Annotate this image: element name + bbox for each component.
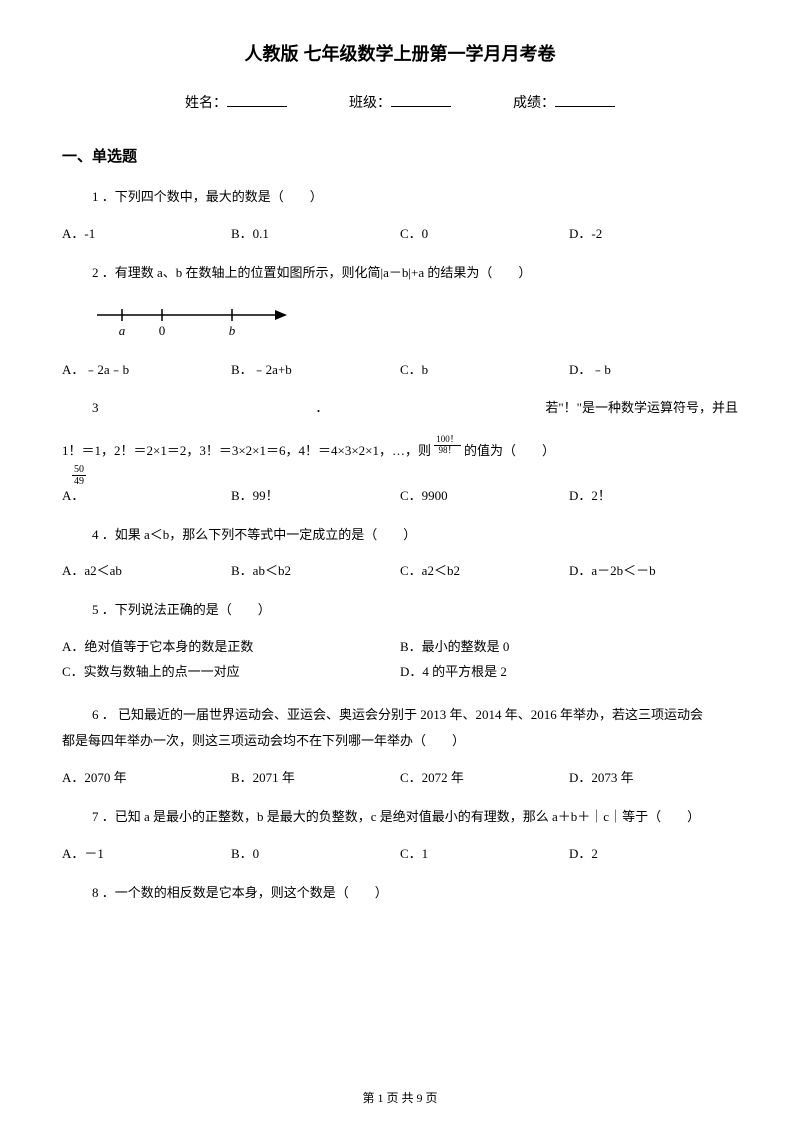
q5-opt-d: D．4 的平方根是 2 [400,662,738,683]
q4-opt-a: A．a2＜ab [62,561,231,582]
exam-title: 人教版 七年级数学上册第一学月月考卷 [62,40,738,69]
q5-text: 5 ．下列说法正确的是（ ） [62,600,738,621]
q2-opt-a: A．﹣2a﹣b [62,360,231,381]
section-1-heading: 一、单选题 [62,145,738,169]
q7-opt-d: D．2 [569,844,738,865]
q2-options: A．﹣2a﹣b B．﹣2a+b C．b D．﹣b [62,360,738,381]
q5-opt-a: A．绝对值等于它本身的数是正数 [62,637,400,658]
q3-tail: 若"！"是一种数学运算符号，并且 [545,398,738,419]
q3-line2-suffix: 的值为（ ） [464,443,555,458]
q4-opt-d: D．a－2b＜－b [569,561,738,582]
q2-opt-b: B．﹣2a+b [231,360,400,381]
q3-num: 3 [92,398,99,419]
class-label: 班级： [349,93,391,115]
q3-dot: ． [315,398,328,419]
q3-opt-a: 50 49 A． [62,486,231,507]
q6-opt-b: B．2071 年 [231,768,400,789]
svg-text:b: b [229,323,236,338]
q7-opt-c: C．1 [400,844,569,865]
svg-text:a: a [119,323,126,338]
q1-opt-b: B．0.1 [231,224,400,245]
q4-options: A．a2＜ab B．ab＜b2 C．a2＜b2 D．a－2b＜－b [62,561,738,582]
q6-opt-d: D．2073 年 [569,768,738,789]
q4-opt-c: C．a2＜b2 [400,561,569,582]
student-info-fields: 姓名： 班级： 成绩： [62,93,738,115]
class-field[interactable] [391,93,451,107]
q2-opt-c: C．b [400,360,569,381]
q3-opt-b: B．99！ [231,486,400,507]
q1-text: 1 ．下列四个数中，最大的数是（ ） [62,187,738,208]
page-footer: 第 1 页 共 9 页 [0,1089,800,1108]
q6-line2: 都是每四年举办一次，则这三项运动会均不在下列哪一年举办（ ） [62,731,738,752]
q7-opt-b: B．0 [231,844,400,865]
q5-options: A．绝对值等于它本身的数是正数 B．最小的整数是 0 C．实数与数轴上的点一一对… [62,637,738,687]
q1-options: A．-1 B．0.1 C．0 D．-2 [62,224,738,245]
q1-opt-a: A．-1 [62,224,231,245]
q6-options: A．2070 年 B．2071 年 C．2072 年 D．2073 年 [62,768,738,789]
svg-text:0: 0 [159,323,166,338]
q1-opt-c: C．0 [400,224,569,245]
q2-opt-d: D．﹣b [569,360,738,381]
name-field[interactable] [227,93,287,107]
q6-opt-a: A．2070 年 [62,768,231,789]
q2-text: 2 ．有理数 a、b 在数轴上的位置如图所示，则化简|a－b|+a 的结果为（ … [62,263,738,284]
q3-options: 50 49 A． B．99！ C．9900 D．2！ [62,486,738,507]
score-label: 成绩： [513,93,555,115]
q7-opt-a: A．－1 [62,844,231,865]
q7-text: 7 ．已知 a 是最小的正整数，b 是最大的负整数，c 是绝对值最小的有理数，那… [62,807,738,828]
q4-text: 4 ．如果 a＜b，那么下列不等式中一定成立的是（ ） [62,525,738,546]
q6-line1: 6 ． 已知最近的一届世界运动会、亚运会、奥运会分别于 2013 年、2014 … [62,705,738,726]
q2-numberline: a 0 b [62,300,738,340]
score-field[interactable] [555,93,615,107]
name-label: 姓名： [185,93,227,115]
q6-opt-c: C．2072 年 [400,768,569,789]
q4-opt-b: B．ab＜b2 [231,561,400,582]
q5-opt-c: C．实数与数轴上的点一一对应 [62,662,400,683]
q3-opt-a-fraction: 50 49 [72,464,86,487]
q3-opt-c: C．9900 [400,486,569,507]
q3-line2-prefix: 1！＝1，2！＝2×1＝2，3！＝3×2×1＝6，4！＝4×3×2×1，…，则 [62,443,431,458]
q7-options: A．－1 B．0 C．1 D．2 [62,844,738,865]
q3-big-fraction: 100！ 98！ [434,435,461,456]
q1-opt-d: D．-2 [569,224,738,245]
q3-line2: 1！＝1，2！＝2×1＝2，3！＝3×2×1＝6，4！＝4×3×2×1，…，则 … [62,435,738,462]
q3-line1: 3 ． 若"！"是一种数学运算符号，并且 [62,398,738,419]
q5-opt-b: B．最小的整数是 0 [400,637,738,658]
q3-opt-d: D．2！ [569,486,738,507]
q8-text: 8 ．一个数的相反数是它本身，则这个数是（ ） [62,883,738,904]
